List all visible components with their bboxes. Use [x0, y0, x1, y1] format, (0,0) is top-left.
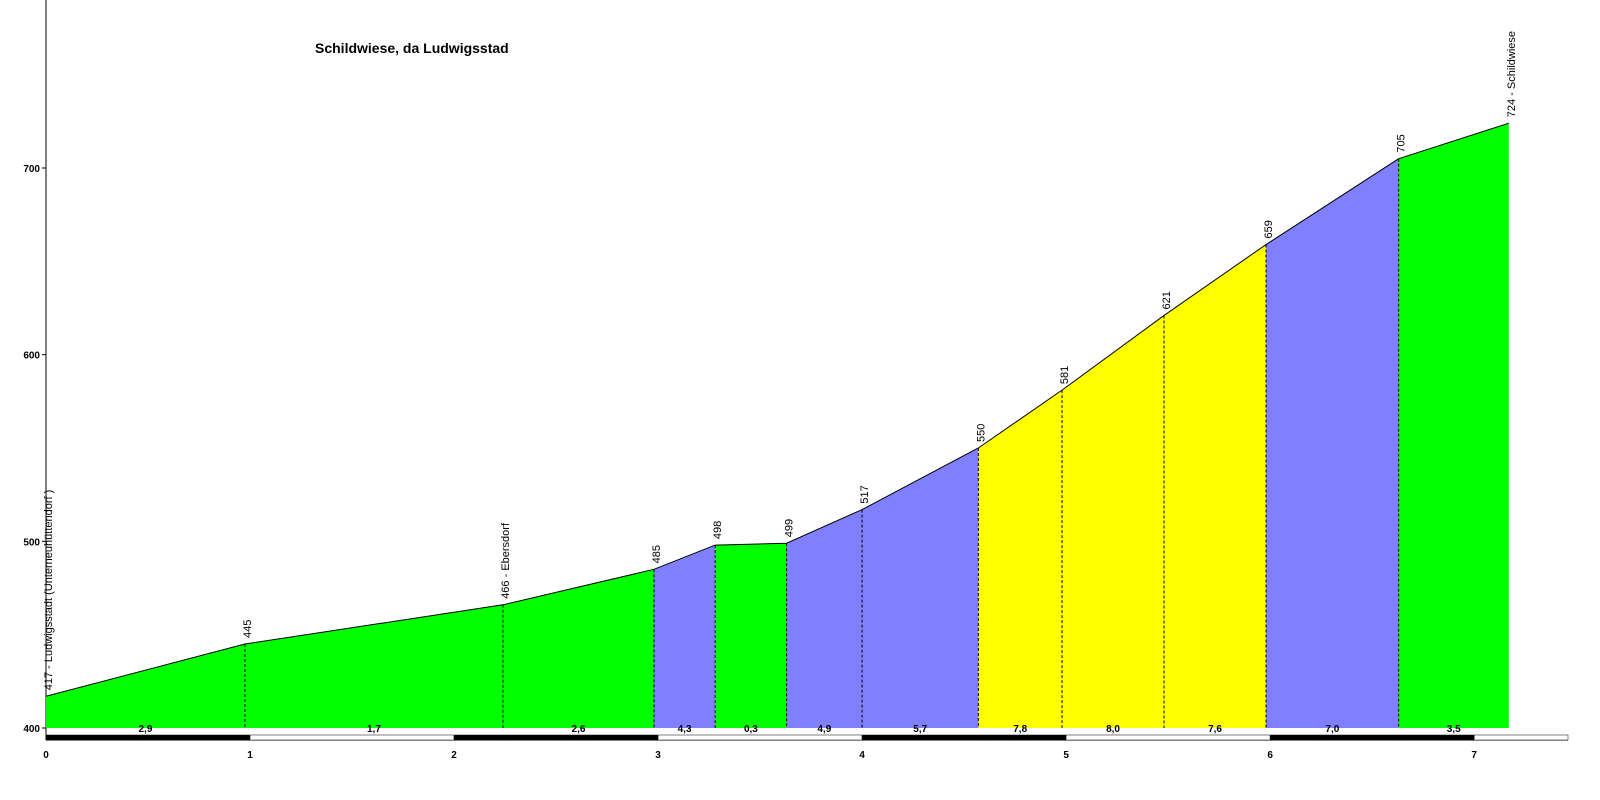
gradient-segment: [1062, 315, 1165, 728]
gradient-segment: [1398, 123, 1509, 728]
gradient-segment: [653, 545, 716, 728]
km-bar: [861, 734, 1067, 741]
gradient-label: 8,0: [1106, 724, 1120, 735]
gradient-label: 2,9: [139, 724, 153, 735]
x-tick-label: 7: [1471, 750, 1477, 761]
y-tick-label: 600: [23, 351, 40, 362]
elevation-label: 485: [651, 545, 663, 563]
gradient-label: 5,7: [913, 724, 927, 735]
chart-title: Schildwiese, da Ludwigsstad: [315, 40, 509, 56]
elevation-label: 498: [712, 521, 724, 539]
km-bar: [453, 734, 659, 741]
elevation-label: 466 - Ebersdorf: [500, 522, 512, 599]
gradient-label: 7,6: [1208, 724, 1222, 735]
gradient-segment: [715, 543, 787, 728]
x-tick-label: 3: [655, 750, 661, 761]
gradient-label: 4,9: [817, 724, 831, 735]
gradient-label: 7,8: [1013, 724, 1027, 735]
gradient-label: 3,5: [1447, 724, 1461, 735]
elevation-label: 621: [1161, 291, 1173, 309]
gradient-label: 7,0: [1325, 724, 1339, 735]
gradient-label: 0,3: [744, 724, 758, 735]
km-bar: [1065, 734, 1271, 741]
profile-line: [45, 122, 1509, 697]
x-tick-label: 4: [859, 750, 865, 761]
km-bar: [657, 734, 863, 741]
elevation-label: 724 - Schildwiese: [1506, 31, 1518, 117]
elevation-label: 417 - Ludwigsstadt (Unterneuhüttendorf ): [43, 490, 55, 691]
x-tick-label: 0: [43, 750, 49, 761]
y-tick-label: 700: [23, 164, 40, 175]
gradient-segment: [1266, 158, 1399, 728]
gradient-segment: [978, 390, 1063, 728]
elevation-label: 499: [784, 519, 796, 537]
gradient-label: 2,6: [572, 724, 586, 735]
gradient-segment: [1164, 244, 1267, 729]
elevation-label: 445: [242, 620, 254, 638]
km-bar: [45, 734, 251, 741]
gradient-segment: [244, 604, 504, 728]
elevation-label: 659: [1263, 220, 1275, 238]
x-tick-label: 5: [1063, 750, 1069, 761]
elevation-label: 550: [975, 424, 987, 442]
x-tick-label: 2: [451, 750, 457, 761]
km-bar: [249, 734, 455, 741]
gradient-segment: [503, 569, 654, 728]
km-bar: [1269, 734, 1475, 741]
gradient-segment: [786, 509, 863, 728]
gradient-segment: [862, 448, 979, 728]
gradient-label: 1,7: [367, 724, 381, 735]
x-tick-label: 1: [247, 750, 253, 761]
x-tick-label: 6: [1267, 750, 1273, 761]
elevation-label: 517: [859, 485, 871, 503]
y-tick-label: 400: [23, 724, 40, 735]
gradient-segment: [46, 644, 245, 728]
elevation-label: 705: [1396, 134, 1408, 152]
elevation-label: 581: [1059, 366, 1071, 384]
km-bar: [1473, 734, 1569, 741]
gradient-label: 4,3: [678, 724, 692, 735]
y-tick-label: 500: [23, 537, 40, 548]
